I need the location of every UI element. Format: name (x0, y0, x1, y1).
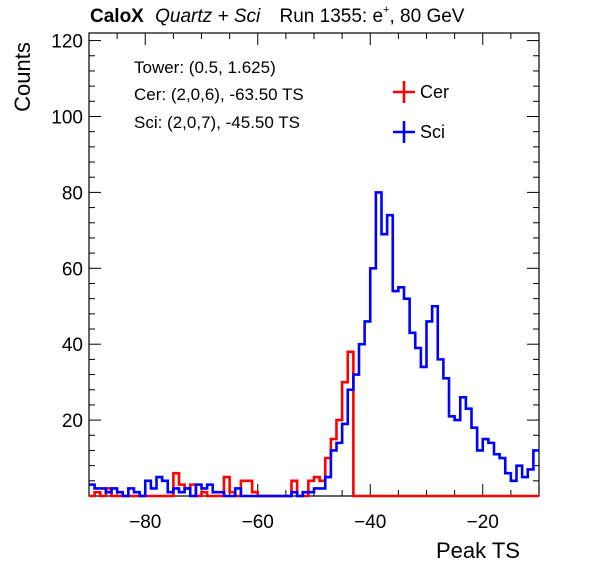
y-axis-label: Counts (9, 42, 35, 112)
x-tick-label: −40 (354, 512, 386, 533)
run-prefix: Run 1355: e (279, 6, 384, 27)
x-tick-label: −20 (467, 512, 499, 533)
particle-charge: + (383, 4, 390, 16)
experiment-name: CaloX (90, 6, 144, 27)
tick-labels: −80 −60 −40 −20 20 40 60 80 100 120 (51, 32, 499, 533)
series-layer (89, 191, 539, 498)
series-sci-line (89, 191, 539, 498)
legend-marks (393, 81, 415, 143)
y-tick-label: 60 (62, 259, 83, 280)
y-tick-label: 80 (62, 183, 83, 204)
y-tick-label: 100 (51, 107, 83, 128)
y-tick-label: 40 (62, 335, 83, 356)
series-cer-line (89, 350, 539, 498)
info-sci: Sci: (2,0,7), -45.50 TS (134, 113, 300, 132)
info-tower: Tower: (0.5, 1.625) (134, 58, 276, 77)
chart-title: CaloX Quartz + Sci Run 1355: e+, 80 GeV (90, 4, 465, 28)
x-tick-label: −80 (129, 512, 161, 533)
y-tick-label: 20 (62, 411, 83, 432)
y-tick-label: 120 (51, 32, 83, 53)
run-label: Run 1355: e+, 80 GeV (279, 4, 465, 27)
detector-label: Quartz + Sci (155, 6, 261, 27)
axis-ticks (88, 33, 540, 497)
legend-label-sci: Sci (420, 122, 446, 142)
info-cer: Cer: (2,0,6), -63.50 TS (134, 85, 304, 104)
x-axis-label: Peak TS (436, 538, 520, 563)
x-tick-label: −60 (242, 512, 274, 533)
legend-label-cer: Cer (420, 82, 450, 102)
run-suffix: , 80 GeV (389, 6, 465, 27)
